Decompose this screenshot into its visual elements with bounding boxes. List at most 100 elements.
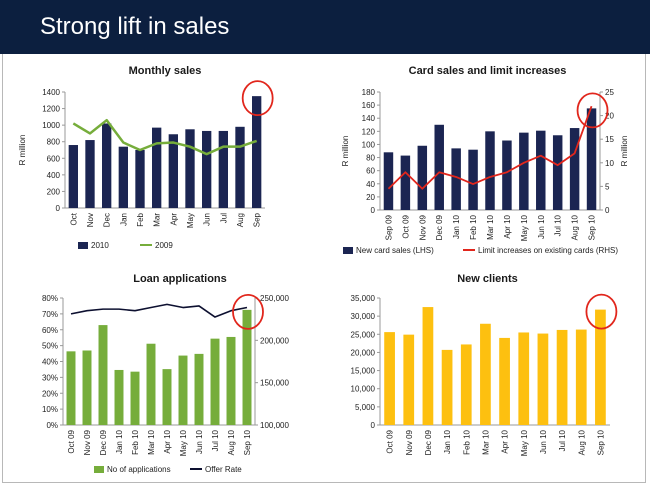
bar	[210, 338, 220, 425]
y-tick-label: 20	[366, 193, 375, 202]
bar	[468, 149, 478, 210]
x-tick-label: May 10	[520, 429, 529, 456]
x-tick-label: Aug 10	[577, 429, 586, 455]
y-tick-label: 40%	[42, 358, 58, 367]
x-tick-label: Jul	[219, 213, 228, 223]
y-tick-label: 80	[366, 154, 375, 163]
bar	[135, 150, 145, 208]
x-tick-label: Jun 10	[537, 214, 546, 239]
bar	[68, 145, 78, 208]
chart-title: Loan applications	[133, 273, 227, 285]
highlight-circle	[585, 293, 618, 330]
x-tick-label: Nov 09	[405, 429, 414, 455]
bar	[162, 369, 172, 425]
y-tick-label: 10,000	[351, 385, 376, 394]
legend-label: 2010	[91, 241, 109, 250]
x-tick-label: Aug 10	[571, 214, 580, 240]
highlight-circle	[232, 293, 264, 330]
legend-label: Limit increases on existing cards (RHS)	[478, 246, 618, 255]
y-tick-label: 50%	[42, 342, 58, 351]
x-tick-label: Jun 10	[195, 429, 204, 454]
content-frame	[2, 54, 646, 483]
x-tick-label: Oct 09	[386, 429, 395, 453]
x-tick-label: Sep	[253, 212, 262, 227]
bar	[552, 135, 563, 210]
y-tick-label: 25,000	[351, 330, 376, 339]
x-tick-label: Sep 10	[588, 214, 597, 240]
highlight-circle	[576, 92, 609, 129]
y-tick-label: 200	[47, 187, 61, 196]
slide-title: Strong lift in sales	[40, 13, 230, 40]
new-clients-chart: New clients 0 5,000 10,000 15,000 20,000 25,00…	[351, 273, 618, 456]
y-tick-label: 35,000	[351, 294, 376, 303]
bar	[451, 148, 461, 210]
loan-applications-chart: Loan applications 0% 10% 20% 30% 40% 50% 60% 70%…	[42, 273, 289, 474]
x-tick-label: May	[186, 213, 195, 228]
legend-label: New card sales (LHS)	[356, 246, 434, 255]
bar	[441, 349, 453, 425]
y-tick-label: 1200	[42, 105, 60, 114]
y2-tick-label: 100,000	[260, 421, 289, 430]
y-tick-label: 1000	[42, 121, 60, 130]
legend-swatch-bar	[343, 247, 353, 254]
bar	[518, 332, 530, 425]
x-tick-label: Mar	[153, 213, 162, 227]
bar	[118, 146, 128, 208]
bar	[130, 371, 140, 425]
legend-label: No of applications	[107, 465, 171, 474]
chart-title: Monthly sales	[129, 65, 202, 77]
y-axis-label: R million	[18, 135, 27, 166]
y-tick-label: 30%	[42, 373, 58, 382]
x-tick-label: Jan	[119, 213, 128, 226]
y2-tick-label: 25	[605, 88, 614, 97]
y-tick-label: 160	[362, 101, 376, 110]
y-tick-label: 0	[371, 421, 376, 430]
x-tick-label: Dec	[103, 213, 112, 227]
x-tick-label: Feb 10	[131, 429, 140, 454]
bar	[499, 337, 510, 425]
y2-tick-label: 5	[605, 182, 610, 191]
series-line	[70, 303, 248, 318]
bar	[536, 130, 546, 210]
bar	[575, 329, 587, 425]
y-tick-label: 30,000	[351, 312, 376, 321]
x-tick-label: Apr 10	[163, 429, 172, 453]
x-tick-label: Dec 09	[435, 214, 444, 240]
y-tick-label: 400	[47, 171, 61, 180]
y2-tick-label: 20	[605, 112, 614, 121]
bar	[252, 96, 262, 208]
bar	[586, 108, 597, 210]
bar	[235, 126, 245, 208]
x-tick-label: Nov	[86, 213, 95, 227]
bar	[98, 325, 108, 425]
slide-header: Strong lift in sales	[0, 0, 650, 54]
bar	[519, 132, 529, 210]
y2-tick-label: 0	[605, 206, 610, 215]
bar	[569, 128, 580, 210]
bar	[417, 145, 428, 210]
bar	[400, 155, 411, 210]
x-tick-label: Apr	[169, 213, 178, 226]
legend-swatch-bar	[78, 242, 88, 249]
bar	[152, 127, 162, 208]
bar	[194, 353, 204, 425]
y2-axis-label: R million	[620, 136, 629, 167]
x-tick-label: Feb	[136, 212, 145, 226]
x-tick-label: Jan 10	[443, 429, 452, 454]
y-tick-label: 5,000	[355, 403, 376, 412]
bar	[485, 131, 495, 210]
bar	[480, 323, 491, 425]
y2-tick-label: 150,000	[260, 379, 289, 388]
x-tick-label: Aug	[236, 213, 245, 227]
bar	[556, 329, 568, 425]
chart-title: New clients	[457, 273, 518, 285]
x-tick-label: Dec 09	[424, 429, 433, 455]
y-tick-label: 10%	[42, 405, 58, 414]
y-tick-label: 120	[362, 127, 376, 136]
x-tick-label: Jun 10	[539, 429, 548, 454]
x-tick-label: Jul 10	[558, 429, 567, 451]
legend-label: Offer Rate	[205, 465, 242, 474]
y2-tick-label: 200,000	[260, 336, 289, 345]
bar	[185, 129, 195, 208]
